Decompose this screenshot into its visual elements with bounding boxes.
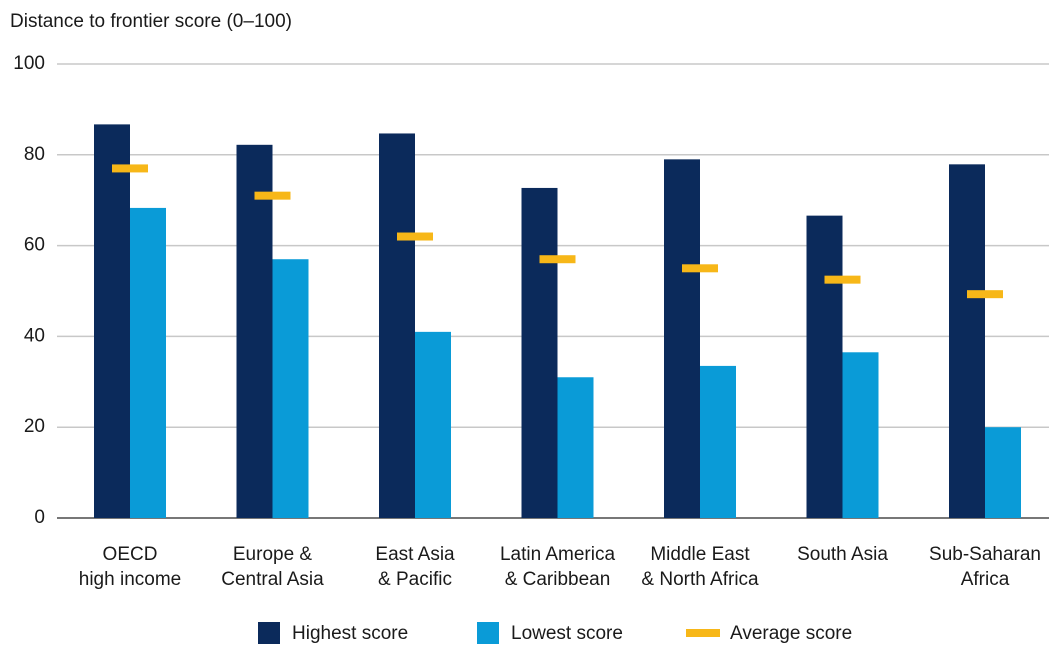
y-tick-label: 20	[24, 416, 45, 437]
bar	[557, 377, 594, 518]
legend-label: Lowest score	[511, 623, 623, 644]
average-marker	[112, 164, 148, 173]
x-tick-label: Middle East	[650, 544, 750, 565]
bar	[130, 207, 166, 518]
x-tick-label: & Caribbean	[505, 569, 611, 590]
bar	[985, 427, 1021, 518]
bar	[236, 144, 273, 518]
legend-swatch	[477, 622, 499, 644]
x-tick-label: & Pacific	[378, 569, 452, 590]
x-tick-label: OECD	[103, 544, 158, 565]
legend-label: Highest score	[292, 623, 408, 644]
chart-title: Distance to frontier score (0–100)	[10, 11, 292, 32]
bar	[949, 164, 985, 519]
bar	[272, 259, 309, 518]
bar	[521, 187, 558, 518]
bar	[415, 331, 451, 518]
y-tick-label: 60	[24, 235, 45, 256]
x-tick-label: & North Africa	[641, 569, 759, 590]
legend-swatch	[258, 622, 280, 644]
x-tick-label: East Asia	[375, 544, 455, 565]
legend-swatch	[686, 629, 720, 637]
bar	[94, 124, 130, 518]
x-tick-label: Africa	[961, 569, 1010, 590]
average-marker	[967, 290, 1003, 299]
bar	[700, 365, 736, 518]
average-marker	[682, 264, 718, 273]
bar	[379, 133, 415, 518]
x-tick-label: high income	[79, 569, 181, 590]
bar	[664, 159, 700, 518]
legend-label: Average score	[730, 623, 852, 644]
average-marker	[539, 255, 576, 264]
x-tick-label: South Asia	[797, 544, 888, 565]
x-tick-label: Sub-Saharan	[929, 544, 1041, 565]
bar	[806, 215, 843, 519]
x-tick-label: Latin America	[500, 544, 616, 565]
average-marker	[824, 275, 861, 284]
average-marker	[254, 191, 291, 200]
y-tick-label: 40	[24, 325, 45, 346]
x-tick-label: Europe &	[233, 544, 313, 565]
bar	[842, 352, 879, 518]
x-tick-label: Central Asia	[221, 569, 324, 590]
y-tick-label: 100	[13, 53, 45, 74]
average-marker	[397, 232, 433, 241]
y-tick-label: 80	[24, 144, 45, 165]
y-tick-label: 0	[34, 507, 45, 528]
